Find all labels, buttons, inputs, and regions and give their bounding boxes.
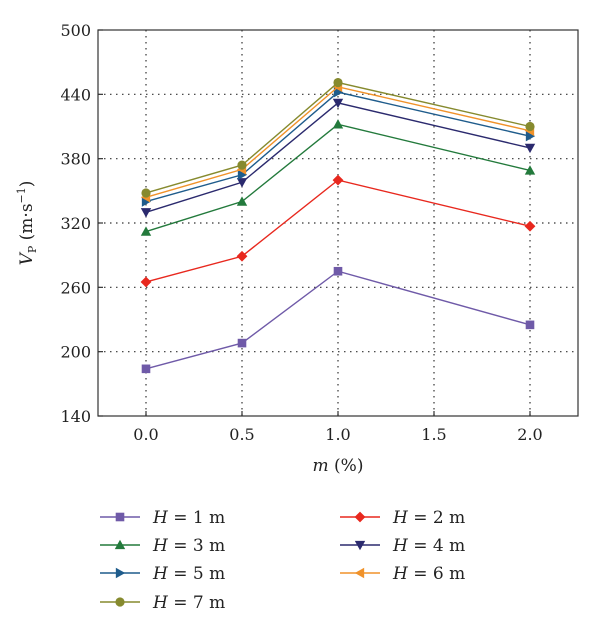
data-point bbox=[525, 320, 535, 330]
series-line bbox=[145, 102, 531, 213]
series-line bbox=[145, 270, 531, 370]
series-line bbox=[145, 123, 531, 233]
data-point bbox=[237, 338, 247, 348]
data-point bbox=[333, 266, 343, 276]
data-point bbox=[236, 250, 248, 262]
x-tick-label: 0.5 bbox=[229, 425, 254, 444]
data-point bbox=[332, 98, 344, 109]
legend-label: H = 1 m bbox=[152, 508, 225, 528]
data-point bbox=[332, 174, 344, 186]
legend-item-h2: H = 2 m bbox=[340, 508, 465, 528]
data-point bbox=[333, 77, 343, 88]
legend-label: H = 4 m bbox=[392, 536, 465, 556]
legend: H = 1 m H = 2 m H = 3 m H = 4 m H = 5 m H = 6… bbox=[100, 508, 465, 613]
series-h1 bbox=[141, 266, 535, 374]
y-axis-sub: P bbox=[26, 245, 39, 253]
y-axis-var: V bbox=[17, 251, 37, 265]
series-h2 bbox=[140, 174, 536, 288]
data-point bbox=[236, 196, 248, 206]
legend-label: H = 3 m bbox=[152, 536, 225, 556]
legend-item-h1: H = 1 m bbox=[100, 508, 225, 528]
series-h3 bbox=[140, 119, 536, 236]
legend-label: H = 6 m bbox=[392, 564, 465, 584]
y-tick-label: 200 bbox=[60, 343, 91, 362]
x-tick-label: 1.0 bbox=[325, 425, 350, 444]
data-point bbox=[333, 86, 344, 98]
legend-marker bbox=[115, 597, 125, 607]
data-point bbox=[237, 169, 248, 180]
data-point bbox=[525, 130, 536, 142]
y-axis-title: VP (m·s−1) bbox=[15, 181, 39, 266]
legend-marker bbox=[114, 539, 126, 550]
series-h4 bbox=[140, 98, 536, 218]
data-point bbox=[524, 143, 536, 154]
y-tick-label: 440 bbox=[60, 85, 91, 104]
series-line bbox=[145, 91, 531, 203]
x-tick-label: 1.5 bbox=[421, 425, 446, 444]
legend-marker bbox=[115, 567, 126, 579]
x-axis-var: m bbox=[313, 456, 329, 476]
legend-item-h7: H = 7 m bbox=[100, 593, 225, 613]
y-tick-label: 260 bbox=[60, 278, 91, 297]
series-h5 bbox=[141, 86, 536, 207]
y-axis-close: ) bbox=[17, 181, 37, 188]
y-tick-label: 380 bbox=[60, 150, 91, 169]
series-line bbox=[145, 86, 531, 198]
data-point bbox=[332, 119, 344, 129]
legend-marker bbox=[115, 512, 125, 522]
legend-marker bbox=[354, 511, 366, 523]
data-point bbox=[236, 178, 248, 188]
data-point bbox=[524, 220, 536, 232]
data-point bbox=[237, 160, 247, 170]
series-line bbox=[145, 81, 531, 194]
y-tick-label: 140 bbox=[60, 407, 91, 426]
y-tick-label: 320 bbox=[60, 214, 91, 233]
data-point bbox=[140, 208, 152, 218]
y-axis-units: (m·s bbox=[17, 203, 37, 245]
data-point bbox=[141, 188, 151, 198]
legend-label: H = 7 m bbox=[152, 593, 225, 613]
legend-marker bbox=[354, 567, 365, 579]
x-tick-label: 0.0 bbox=[133, 425, 158, 444]
legend-label: H = 2 m bbox=[392, 508, 465, 528]
legend-item-h6: H = 6 m bbox=[340, 564, 465, 584]
series-group bbox=[140, 77, 536, 374]
x-tick-label: 2.0 bbox=[517, 425, 542, 444]
y-tick-label: 500 bbox=[60, 21, 91, 40]
legend-label: H = 5 m bbox=[152, 564, 225, 584]
data-point bbox=[140, 226, 152, 236]
data-point bbox=[524, 165, 536, 175]
series-h7 bbox=[141, 77, 535, 198]
legend-marker bbox=[354, 540, 366, 551]
data-point bbox=[140, 276, 152, 288]
legend-item-h5: H = 5 m bbox=[100, 564, 225, 584]
x-axis-title: m (%) bbox=[313, 456, 364, 476]
data-point bbox=[525, 121, 535, 132]
legend-item-h3: H = 3 m bbox=[100, 536, 225, 556]
legend-item-h4: H = 4 m bbox=[340, 536, 465, 556]
data-point bbox=[141, 364, 151, 374]
series-line bbox=[145, 179, 531, 283]
x-axis-rest: (%) bbox=[329, 456, 364, 476]
axis-ticks: 0.0 0.5 1.0 1.5 2.0 140 200 260 320 380 440 500 bbox=[60, 21, 542, 444]
y-axis-sup: −1 bbox=[15, 187, 28, 203]
